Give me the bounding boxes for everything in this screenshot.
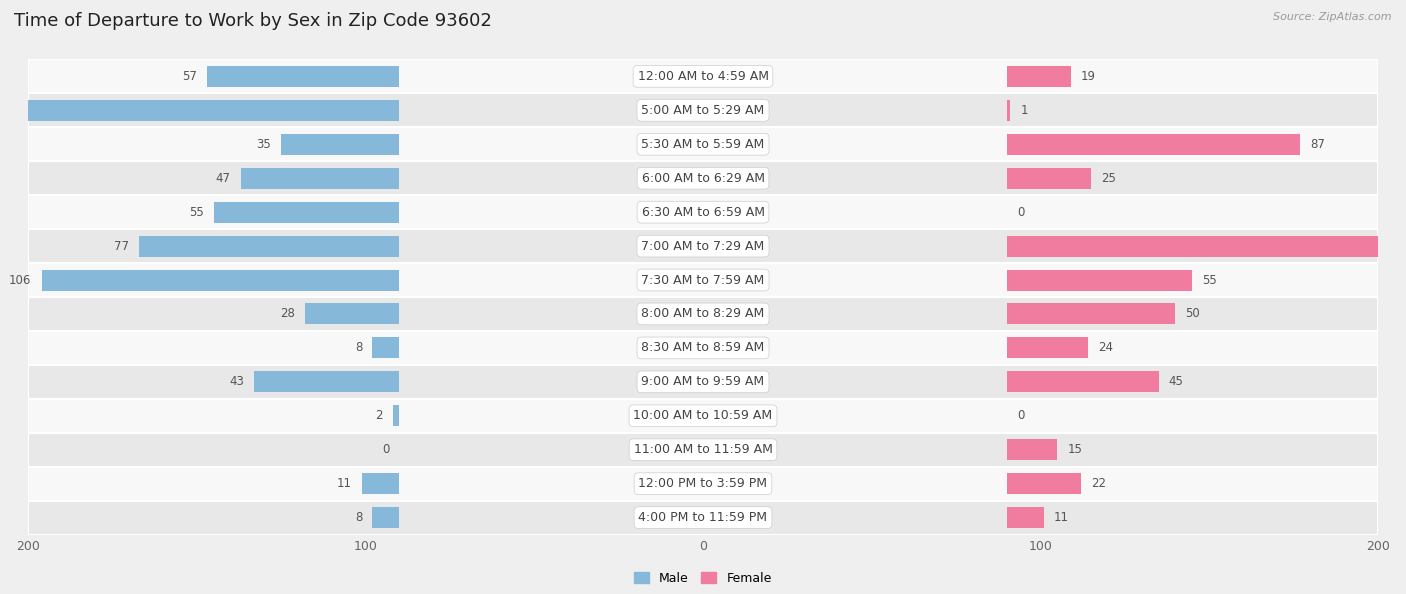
Bar <box>392 405 399 426</box>
Text: 22: 22 <box>1091 477 1107 490</box>
Text: 57: 57 <box>181 70 197 83</box>
Bar <box>139 236 399 257</box>
Bar <box>1007 100 1010 121</box>
FancyBboxPatch shape <box>28 501 1378 535</box>
Bar <box>207 66 399 87</box>
Bar <box>1007 270 1192 290</box>
FancyBboxPatch shape <box>28 331 1378 365</box>
Text: 87: 87 <box>1310 138 1326 151</box>
Text: 15: 15 <box>1067 443 1083 456</box>
Text: 45: 45 <box>1168 375 1184 388</box>
Bar <box>1007 337 1088 358</box>
Text: Time of Departure to Work by Sex in Zip Code 93602: Time of Departure to Work by Sex in Zip … <box>14 12 492 30</box>
Text: 2: 2 <box>375 409 382 422</box>
Bar <box>1007 371 1159 393</box>
Text: 19: 19 <box>1081 70 1095 83</box>
Bar <box>240 168 399 189</box>
Text: 12:00 AM to 4:59 AM: 12:00 AM to 4:59 AM <box>637 70 769 83</box>
Text: 77: 77 <box>114 239 129 252</box>
Text: 7:00 AM to 7:29 AM: 7:00 AM to 7:29 AM <box>641 239 765 252</box>
Text: 8:00 AM to 8:29 AM: 8:00 AM to 8:29 AM <box>641 308 765 321</box>
Bar <box>1007 66 1071 87</box>
FancyBboxPatch shape <box>28 433 1378 467</box>
Text: 8:30 AM to 8:59 AM: 8:30 AM to 8:59 AM <box>641 342 765 355</box>
Text: 0: 0 <box>1017 206 1024 219</box>
Bar <box>214 201 399 223</box>
Text: 8: 8 <box>354 511 363 524</box>
Bar <box>1007 236 1406 257</box>
Text: 5:30 AM to 5:59 AM: 5:30 AM to 5:59 AM <box>641 138 765 151</box>
FancyBboxPatch shape <box>28 93 1378 127</box>
Bar <box>1007 439 1057 460</box>
Text: 7:30 AM to 7:59 AM: 7:30 AM to 7:59 AM <box>641 273 765 286</box>
FancyBboxPatch shape <box>28 297 1378 331</box>
Bar <box>305 304 399 324</box>
Text: 0: 0 <box>1017 409 1024 422</box>
Text: 106: 106 <box>8 273 31 286</box>
Bar <box>254 371 399 393</box>
FancyBboxPatch shape <box>28 59 1378 93</box>
Bar <box>373 507 399 528</box>
Bar <box>281 134 399 155</box>
FancyBboxPatch shape <box>28 365 1378 399</box>
Text: 5:00 AM to 5:29 AM: 5:00 AM to 5:29 AM <box>641 104 765 117</box>
Text: 6:00 AM to 6:29 AM: 6:00 AM to 6:29 AM <box>641 172 765 185</box>
Text: 50: 50 <box>1185 308 1201 321</box>
Text: 12:00 PM to 3:59 PM: 12:00 PM to 3:59 PM <box>638 477 768 490</box>
Text: 8: 8 <box>354 342 363 355</box>
Text: 6:30 AM to 6:59 AM: 6:30 AM to 6:59 AM <box>641 206 765 219</box>
FancyBboxPatch shape <box>28 161 1378 195</box>
Text: 11: 11 <box>337 477 352 490</box>
Text: 28: 28 <box>280 308 295 321</box>
Text: 47: 47 <box>215 172 231 185</box>
Bar <box>363 473 399 494</box>
Text: 4:00 PM to 11:59 PM: 4:00 PM to 11:59 PM <box>638 511 768 524</box>
Text: 24: 24 <box>1098 342 1112 355</box>
Text: 11:00 AM to 11:59 AM: 11:00 AM to 11:59 AM <box>634 443 772 456</box>
Text: 0: 0 <box>382 443 389 456</box>
Legend: Male, Female: Male, Female <box>630 567 776 590</box>
Text: 1: 1 <box>1021 104 1028 117</box>
Bar <box>1007 304 1175 324</box>
FancyBboxPatch shape <box>28 195 1378 229</box>
Text: 10:00 AM to 10:59 AM: 10:00 AM to 10:59 AM <box>634 409 772 422</box>
Text: 55: 55 <box>1202 273 1218 286</box>
Bar <box>1007 507 1043 528</box>
FancyBboxPatch shape <box>28 229 1378 263</box>
FancyBboxPatch shape <box>28 467 1378 501</box>
Text: 11: 11 <box>1054 511 1069 524</box>
Bar <box>373 337 399 358</box>
FancyBboxPatch shape <box>28 127 1378 161</box>
FancyBboxPatch shape <box>28 263 1378 297</box>
FancyBboxPatch shape <box>28 399 1378 433</box>
Bar <box>1007 168 1091 189</box>
Bar <box>0 100 399 121</box>
Text: 55: 55 <box>188 206 204 219</box>
Text: 25: 25 <box>1101 172 1116 185</box>
Text: 35: 35 <box>256 138 271 151</box>
Bar <box>42 270 399 290</box>
Text: Source: ZipAtlas.com: Source: ZipAtlas.com <box>1274 12 1392 22</box>
Text: 9:00 AM to 9:59 AM: 9:00 AM to 9:59 AM <box>641 375 765 388</box>
Bar <box>1007 134 1301 155</box>
Bar <box>1007 473 1081 494</box>
Text: 43: 43 <box>229 375 245 388</box>
